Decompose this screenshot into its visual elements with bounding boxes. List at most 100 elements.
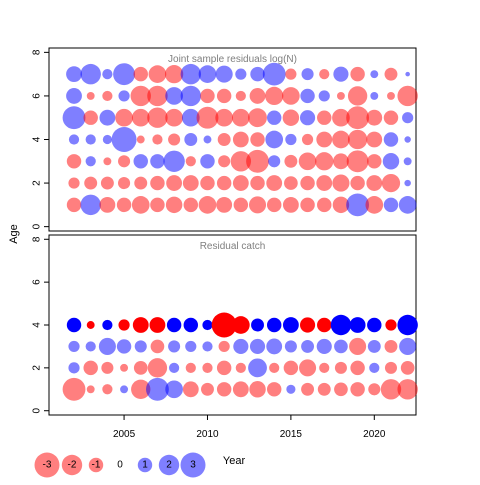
- residual-bubble: [370, 70, 379, 79]
- residual-bubble: [216, 88, 232, 104]
- legend-label: 0: [117, 460, 123, 471]
- residual-bubble: [249, 88, 266, 104]
- residual-bubble: [131, 379, 151, 399]
- residual-bubble: [349, 317, 366, 333]
- residual-bubble: [165, 108, 183, 127]
- residual-bubble: [346, 150, 369, 173]
- residual-bubble: [248, 358, 267, 378]
- residual-bubble: [118, 177, 131, 190]
- residual-bubble: [150, 197, 165, 213]
- residual-bubble: [216, 382, 232, 397]
- residual-bubble: [397, 314, 418, 336]
- residual-bubble: [131, 108, 150, 127]
- residual-bubble: [248, 196, 267, 214]
- residual-bubble: [298, 152, 317, 171]
- residual-bubble: [68, 177, 80, 189]
- residual-bubble: [266, 197, 282, 213]
- residual-bubble: [68, 340, 80, 353]
- residual-bubble: [66, 88, 82, 104]
- residual-bubble: [146, 377, 169, 401]
- legend-label: -1: [92, 460, 101, 471]
- residual-bubble: [282, 87, 300, 105]
- y-tick-label: 4: [32, 136, 43, 142]
- residual-bubble: [102, 134, 112, 145]
- residual-bubble: [232, 381, 249, 398]
- residual-bubble: [130, 85, 151, 107]
- residual-bubble: [233, 338, 249, 354]
- residual-bubble: [218, 340, 230, 353]
- residual-bubble: [147, 85, 168, 107]
- residual-bubble: [284, 154, 298, 168]
- residual-bubble: [334, 382, 348, 397]
- residual-bubble: [333, 66, 349, 82]
- residual-bubble: [198, 196, 217, 214]
- residual-bubble: [268, 155, 281, 168]
- residual-bubble: [83, 360, 98, 376]
- residual-bubble: [249, 338, 266, 354]
- residual-bubble: [301, 339, 315, 353]
- residual-bubble: [248, 108, 267, 128]
- residual-bubble: [118, 319, 130, 331]
- residual-bubble: [251, 318, 264, 332]
- residual-bubble: [300, 175, 315, 191]
- residual-bubble: [150, 175, 165, 191]
- residual-bubble: [333, 153, 349, 170]
- residual-bubble: [202, 319, 213, 331]
- residual-bubble: [365, 196, 384, 214]
- residual-bubble: [147, 358, 168, 378]
- residual-bubble: [99, 196, 116, 213]
- residual-bubble: [230, 151, 252, 172]
- residual-bubble: [85, 156, 96, 167]
- residual-bubble: [66, 154, 82, 169]
- panels-layer: Joint sample residuals log(N)02468Residu…: [32, 47, 418, 440]
- residual-bubble: [136, 135, 145, 144]
- residual-bubble: [133, 154, 148, 169]
- residual-bubble: [316, 175, 333, 191]
- residual-bubble: [150, 154, 165, 169]
- residual-bubble: [299, 110, 316, 126]
- residual-bubble: [165, 380, 183, 399]
- residual-bubble: [134, 176, 148, 190]
- residual-bubble: [185, 362, 196, 373]
- residual-bubble: [111, 127, 137, 152]
- residual-bubble: [132, 317, 149, 333]
- residual-bubble: [211, 312, 237, 338]
- residual-bubble: [384, 361, 398, 374]
- residual-bubble: [101, 361, 114, 374]
- residual-bubble: [334, 361, 347, 374]
- residual-bubble: [166, 317, 182, 333]
- residual-bubble: [102, 90, 113, 102]
- residual-bubble: [183, 197, 199, 213]
- residual-bubble: [300, 197, 315, 213]
- residual-bubble: [66, 197, 82, 213]
- legend-layer: -3 -2 -1 0 1 2 3: [34, 452, 206, 478]
- residual-bubble: [332, 130, 350, 149]
- residual-bubble: [201, 382, 214, 396]
- residual-bubble: [283, 360, 299, 376]
- residual-bubble: [316, 338, 332, 354]
- residual-bubble: [147, 107, 168, 128]
- residual-bubble: [286, 384, 296, 394]
- residual-bubble: [66, 317, 82, 333]
- residual-bubble: [299, 359, 317, 377]
- residual-bubble: [182, 175, 199, 191]
- residual-bubble: [266, 175, 283, 191]
- residual-bubble: [62, 106, 86, 130]
- residual-bubble: [367, 154, 382, 169]
- residual-bubble: [350, 360, 365, 376]
- residual-bubble: [369, 362, 380, 373]
- residual-bubble: [370, 91, 379, 100]
- residual-bubble: [384, 339, 398, 353]
- residual-bubble: [285, 68, 297, 80]
- y-axis-label: Age: [8, 224, 20, 244]
- residual-bubble: [350, 382, 365, 397]
- residual-bubble: [184, 133, 198, 146]
- residual-bubble: [332, 174, 350, 192]
- residual-bubble: [180, 85, 202, 107]
- residual-bubble: [350, 66, 365, 82]
- x-tick-label: 2020: [363, 429, 386, 440]
- residual-bubble: [301, 133, 314, 146]
- residual-bubble: [120, 363, 129, 372]
